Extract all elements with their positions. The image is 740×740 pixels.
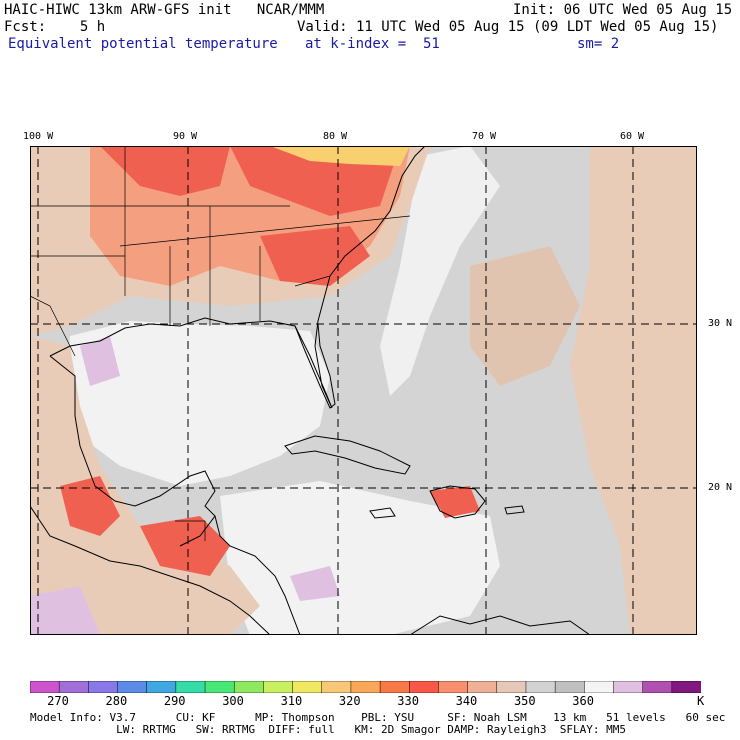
coastlines xyxy=(30,146,591,635)
model-info-line-1: Model Info: V3.7 CU: KF MP: Thompson PBL… xyxy=(30,711,726,724)
gulf-purple-patch xyxy=(80,336,120,386)
caribbean-light-field xyxy=(220,481,500,635)
mexico-red-core xyxy=(60,476,120,536)
level-index: at k-index = 51 xyxy=(305,36,440,52)
lon-label-80w: 80 W xyxy=(323,131,348,142)
colorbar-swatch xyxy=(88,681,119,693)
gulf-light-field xyxy=(65,321,330,486)
us-gulf-atlantic-coast xyxy=(49,146,426,409)
colorbar-tick-label: 350 xyxy=(513,694,536,708)
init-time: Init: 06 UTC Wed 05 Aug 15 xyxy=(513,2,733,18)
colorbar-tick-label: 300 xyxy=(222,694,244,708)
puerto-rico-outline xyxy=(504,505,525,515)
field-name: Equivalent potential temperature xyxy=(8,36,278,52)
colorbar xyxy=(30,681,701,693)
caribbean-purple-patch xyxy=(290,566,340,601)
colorbar-swatch xyxy=(30,681,60,693)
colorbar-tick-label: 330 xyxy=(397,694,419,708)
mexico-gulf-coast xyxy=(49,355,216,547)
lon-label-60w: 60 W xyxy=(620,131,645,142)
colorbar-unit: K xyxy=(697,694,705,708)
colorbar-swatch xyxy=(409,681,440,693)
east-atlantic-tan-field xyxy=(570,146,697,635)
colorbar-swatch xyxy=(321,681,352,693)
colorbar-swatch xyxy=(554,681,586,693)
colorbar-swatch xyxy=(117,681,148,693)
colorbar-tick-label: 360 xyxy=(572,694,594,708)
colorbar-swatch xyxy=(204,681,235,693)
colorbar-swatch xyxy=(292,681,323,693)
colorbar-swatch xyxy=(525,681,556,693)
colorbar-swatch xyxy=(671,681,701,693)
political-borders xyxy=(30,146,411,541)
map-frame xyxy=(30,146,697,635)
lon-label-90w: 90 W xyxy=(173,131,198,142)
colorbar-swatch xyxy=(496,681,527,693)
lon-label-70w: 70 W xyxy=(472,131,497,142)
model-info-line-2: LW: RRTMG SW: RRTMG DIFF: full KM: 2D Sm… xyxy=(30,723,627,736)
lon-label-100w: 100 W xyxy=(23,131,54,142)
colorbar-swatch xyxy=(642,681,673,693)
border-us-mexico xyxy=(30,295,76,357)
valid-time: Valid: 11 UTC Wed 05 Aug 15 (09 LDT Wed … xyxy=(297,19,719,35)
colorbar-swatch xyxy=(58,681,90,693)
colorbar-swatch xyxy=(379,681,411,693)
south-america-coast xyxy=(409,615,591,635)
pacific-purple-patch xyxy=(30,586,100,635)
lat-label-20n: 20 N xyxy=(708,482,733,493)
hispaniola-red-core xyxy=(430,486,480,518)
colorbar-swatch xyxy=(438,681,469,693)
colorbar-swatch xyxy=(233,681,265,693)
colorbar-tick-label: 340 xyxy=(455,694,478,708)
model-title: HAIC-HIWC 13km ARW-GFS init NCAR/MMM xyxy=(4,2,325,18)
colorbar-swatch xyxy=(146,681,177,693)
colorbar-tick-label: 270 xyxy=(47,694,69,708)
state-line-2 xyxy=(119,215,411,247)
colorbar-tick-label: 280 xyxy=(105,694,128,708)
colorbar-swatch xyxy=(350,681,381,693)
florida-peninsula xyxy=(294,323,336,409)
smoothing-value: sm= 2 xyxy=(577,36,620,52)
colorbar-swatch xyxy=(175,681,206,693)
mexico-pacific-coast xyxy=(30,505,271,635)
southeast-red-core xyxy=(260,226,370,286)
theta-e-map xyxy=(30,146,697,635)
colorbar-tick-label: 290 xyxy=(163,694,186,708)
colorbar-swatch xyxy=(613,681,644,693)
us-red-core-north xyxy=(100,146,230,196)
forecast-hour: Fcst: 5 h xyxy=(4,19,106,35)
colorbar-swatch xyxy=(467,681,498,693)
atlantic-tan-patch xyxy=(470,246,580,386)
state-line-8 xyxy=(294,275,331,287)
northeast-yellow-spot xyxy=(270,146,410,166)
colorbar-tick-label: 310 xyxy=(280,694,303,708)
lat-lon-grid xyxy=(30,146,697,635)
colorbar-swatch xyxy=(584,681,615,693)
lat-label-30n: 30 N xyxy=(708,318,733,329)
cuba-outline xyxy=(284,435,411,475)
hispaniola-outline xyxy=(429,485,486,519)
colorbar-swatch xyxy=(263,681,294,693)
border-mexico-guatemala xyxy=(175,520,206,541)
atlantic-light-band xyxy=(380,146,500,396)
colorbar-tick-label: 320 xyxy=(338,694,361,708)
jamaica-outline xyxy=(369,507,396,519)
central-america-caribbean-coast xyxy=(214,515,301,635)
central-america-red-core xyxy=(140,516,230,576)
